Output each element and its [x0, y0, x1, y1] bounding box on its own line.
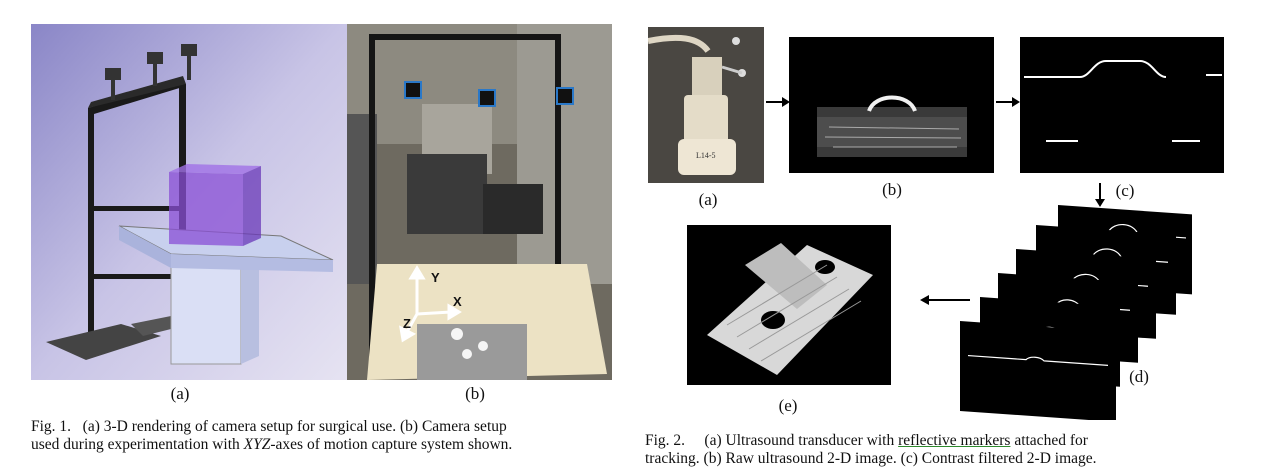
fig2d-label: (d) [1129, 367, 1149, 386]
fig1-caption-line2-post: -axes of motion capture system shown. [270, 436, 513, 453]
fig2-caption-line1: Fig. 2. (a) Ultrasound transducer with r… [645, 432, 1230, 450]
fig1-caption-line2-pre: used during experimentation with [31, 436, 244, 453]
fig2b-raw-ultrasound [789, 37, 994, 173]
fig2-caption-line2: tracking. (b) Raw ultrasound 2-D image. … [645, 450, 1097, 467]
fig1a-label: (a) [170, 384, 190, 403]
axis-z-label: Z [403, 316, 411, 331]
fig2c-label: (c) [1115, 181, 1135, 200]
fig2c-filtered-image [1020, 37, 1224, 173]
fig1-caption-line2: used during experimentation with XYZ-axe… [31, 436, 614, 454]
fig2-caption-line1-post: attached for [1010, 432, 1088, 449]
fig1-caption: Fig. 1. (a) 3-D rendering of camera setu… [31, 418, 614, 454]
fig1-caption-axes: XYZ [243, 436, 271, 453]
fig2-caption: Fig. 2. (a) Ultrasound transducer with r… [645, 432, 1230, 468]
reflective-markers-link[interactable]: reflective markers [898, 432, 1011, 449]
transducer-text: L14-5 [696, 151, 716, 160]
fig1a-rendering [31, 24, 347, 380]
fig2a-photo: L14-5 [648, 27, 764, 183]
fig2a-label: (a) [698, 190, 718, 209]
fig1b-label: (b) [465, 384, 485, 403]
fig2b-label: (b) [882, 180, 902, 199]
fig1b-photo: Y X Z [347, 24, 612, 380]
fig2e-3d-reconstruction [687, 225, 891, 385]
axis-x-label: X [453, 294, 462, 309]
arrow-a-to-b-icon [766, 97, 790, 107]
arrow-d-to-e-icon [920, 295, 970, 305]
fig2-caption-line1-pre: Fig. 2. (a) Ultrasound transducer with [645, 432, 899, 449]
arrow-c-to-d-icon [1095, 183, 1105, 207]
arrow-b-to-c-icon [996, 97, 1020, 107]
fig2e-label: (e) [778, 396, 798, 415]
fig1-caption-line1: Fig. 1. (a) 3-D rendering of camera setu… [31, 418, 507, 435]
axis-y-label: Y [431, 270, 440, 285]
fig2d-image-stack [958, 205, 1198, 420]
